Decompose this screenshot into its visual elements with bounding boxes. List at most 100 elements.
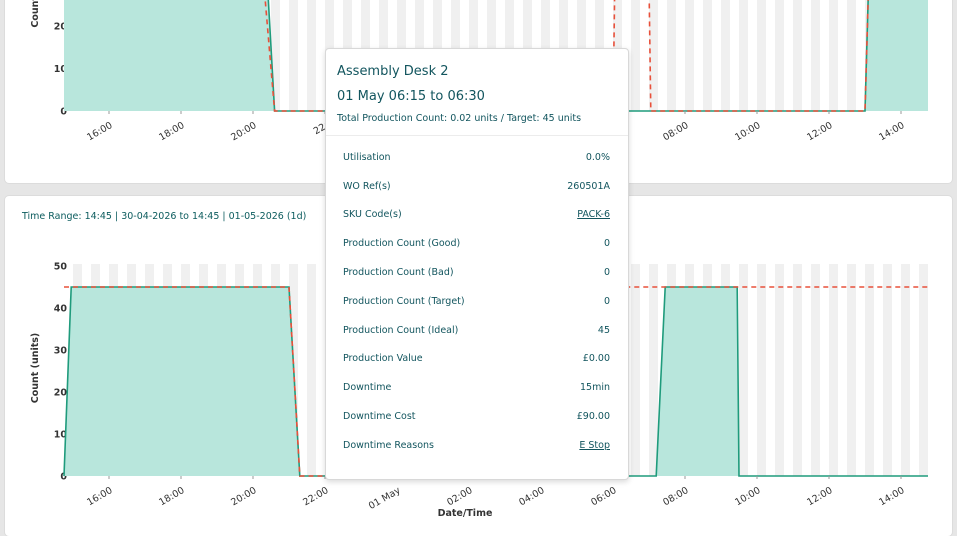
tooltip-row: SKU Code(s) PACK-6 [343,201,610,230]
series-area [64,0,928,111]
grid-band [631,264,640,476]
grid-band [739,264,748,476]
tooltip-row-label: Production Count (Bad) [343,267,454,279]
x-tick-label: 10:00 [733,485,762,508]
y-tick-label: 20 [54,388,68,399]
x-tick-label: 18:00 [157,120,186,143]
tooltip-row: Production Value £0.00 [343,345,610,374]
grid-band [739,0,748,111]
tooltip-row: Downtime Reasons E Stop [343,431,610,460]
y-tick-label: 10 [54,64,68,75]
tooltip-row-value: 260501A [567,180,610,192]
tooltip-row-value: 0 [603,295,610,307]
x-tick-label: 22:00 [301,485,330,508]
tooltip-row-value: 0.0% [585,151,610,163]
tooltip-row-value: 0 [603,267,610,279]
series-line [63,286,928,477]
tooltip-row-value: £90.00 [576,411,610,423]
x-tick-label: 08:00 [661,485,690,508]
tooltip-row: Production Count (Good) 0 [343,229,610,258]
tooltip-row-label: Utilisation [343,151,391,163]
tooltip-row: Utilisation 0.0% [343,143,610,172]
tooltip-time-range: 01 May 06:15 to 06:30 [337,89,485,104]
x-tick-label: 20:00 [229,485,258,508]
tooltip-row-label: Downtime [343,382,392,394]
grid-band [811,264,820,476]
grid-band [721,0,730,111]
x-tick-label: 18:00 [157,485,186,508]
x-tick-label: 16:00 [85,485,114,508]
grid-band [775,264,784,476]
y-tick-label: 30 [54,346,68,357]
tooltip-row-label: Production Count (Good) [343,238,461,250]
tooltip-row-label: Downtime Reasons [343,439,434,451]
x-tick-label: 10:00 [733,120,762,143]
grid-band [901,264,910,476]
tooltip-row: Production Count (Bad) 0 [343,258,610,287]
grid-band [775,0,784,111]
y-axis-title: Count ( [30,0,41,28]
grid-band [649,0,658,111]
tooltip-metrics: Utilisation 0.0% WO Ref(s) 260501A SKU Code(… [343,143,610,460]
grid-band [271,0,280,111]
x-tick-label: 12:00 [805,485,834,508]
grid-band [865,264,874,476]
grid-band [793,0,802,111]
y-tick-label: 0 [60,107,67,118]
grid-band [289,0,298,111]
grid-band [757,0,766,111]
time-range-label: Time Range: 14:45 | 30-04-2026 to 14:45 … [22,211,307,222]
x-tick-label: 20:00 [229,120,258,143]
grid-band [829,264,838,476]
tooltip-row-label: WO Ref(s) [343,180,391,192]
grid-band [811,0,820,111]
x-tick-label: 16:00 [85,120,114,143]
target-line [64,286,928,477]
grid-band [307,0,316,111]
tooltip-row-link[interactable]: PACK-6 [577,209,610,221]
tooltip-row: WO Ref(s) 260501A [343,172,610,201]
grid-band [919,264,928,476]
x-tick-label: 08:00 [661,120,690,143]
y-tick-label: 0 [60,472,67,483]
tooltip-machine-name: Assembly Desk 2 [337,64,449,79]
grid-band [757,264,766,476]
x-tick-label: 04:00 [517,485,546,508]
x-tick-label: 06:00 [589,485,618,508]
tooltip-row-label: Production Value [343,353,423,365]
tooltip-row-label: Production Count (Ideal) [343,324,459,336]
tooltip-divider [326,135,628,136]
grid-band [793,264,802,476]
x-axis-title: Date/Time [438,508,493,519]
grid-band [847,264,856,476]
tooltip-row-value: £0.00 [582,353,610,365]
tooltip-row: Production Count (Ideal) 45 [343,316,610,345]
y-tick-label: 10 [54,430,68,441]
x-tick-label: 02:00 [445,485,474,508]
grid-band [685,0,694,111]
tooltip-total-count: Total Production Count: 0.02 units / Tar… [337,113,582,124]
tooltip-row-label: Production Count (Target) [343,295,465,307]
tooltip-row: Downtime 15min [343,373,610,402]
grid-band [703,0,712,111]
grid-band [307,264,316,476]
series-area [64,287,928,476]
x-tick-label: 14:00 [877,120,906,143]
x-tick-label: 12:00 [805,120,834,143]
x-tick-label: 01 May [367,485,403,512]
tooltip-row-value: 45 [597,324,610,336]
y-tick-label: 20 [54,22,68,33]
tooltip-row-label: Downtime Cost [343,411,416,423]
tooltip-row: Downtime Cost £90.00 [343,402,610,431]
grid-band [667,0,676,111]
grid-band [631,0,640,111]
tooltip-row-label: SKU Code(s) [343,209,402,221]
chart-tooltip: Assembly Desk 2 01 May 06:15 to 06:30 To… [325,48,629,480]
tooltip-row-link[interactable]: E Stop [579,439,610,451]
tooltip-row-value: 0 [603,238,610,250]
tooltip-row: Production Count (Target) 0 [343,287,610,316]
y-tick-label: 40 [54,304,68,315]
tooltip-row-value: 15min [579,382,610,394]
y-tick-label: 50 [54,262,68,273]
grid-band [829,0,838,111]
